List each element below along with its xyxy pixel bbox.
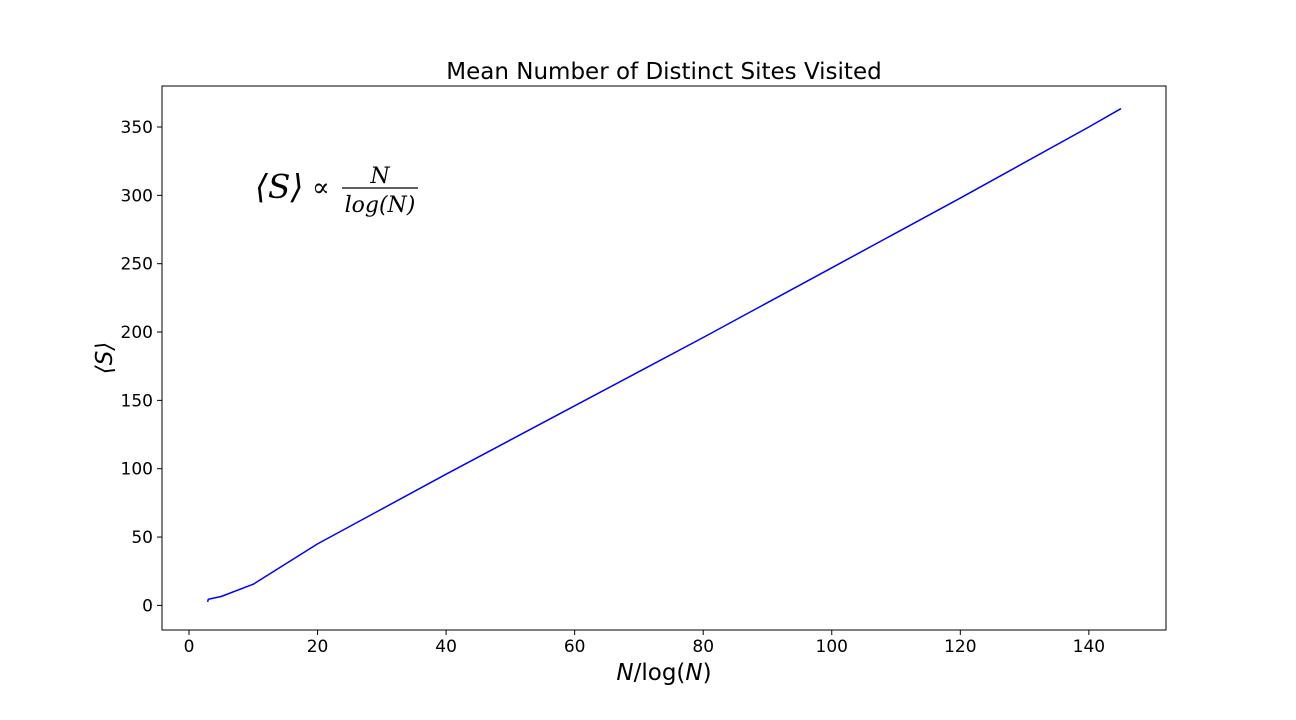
y-axis-ticks: 0 50 100 150 200 250 300 350	[121, 118, 162, 616]
x-tick-label: 40	[435, 637, 457, 657]
y-tick-label: 200	[121, 323, 153, 343]
x-tick-label: 100	[816, 637, 848, 657]
y-tick-label: 350	[121, 118, 153, 138]
x-tick-label: 60	[564, 637, 586, 657]
y-tick-label: 50	[131, 528, 153, 548]
x-tick-label: 0	[184, 637, 195, 657]
series-line	[206, 107, 1122, 603]
x-tick-label: 80	[692, 637, 714, 657]
y-tick-label: 300	[121, 186, 153, 206]
y-tick-label: 150	[121, 391, 153, 411]
annotation-numerator: N	[369, 164, 390, 189]
plot-frame	[161, 85, 1167, 631]
annotation-relation: ∝	[312, 173, 330, 203]
y-axis-label: ⟨S⟩	[92, 342, 118, 375]
annotation-denominator: log(N)	[345, 193, 416, 218]
y-tick-label: 100	[121, 460, 153, 480]
chart-title: Mean Number of Distinct Sites Visited	[446, 59, 881, 85]
x-tick-label: 20	[307, 637, 329, 657]
y-tick-label: 0	[142, 596, 153, 616]
x-tick-label: 140	[1073, 637, 1105, 657]
y-tick-label: 250	[121, 255, 153, 275]
x-axis-label: N/log(N)	[616, 660, 711, 686]
formula-annotation: ⟨S⟩ ∝ N log(N)	[255, 164, 418, 218]
annotation-lhs: ⟨S⟩	[255, 167, 303, 206]
plot-area	[206, 107, 1122, 603]
x-tick-label: 120	[944, 637, 976, 657]
x-axis-ticks: 0 20 40 60 80 100 120 140	[184, 630, 1105, 657]
